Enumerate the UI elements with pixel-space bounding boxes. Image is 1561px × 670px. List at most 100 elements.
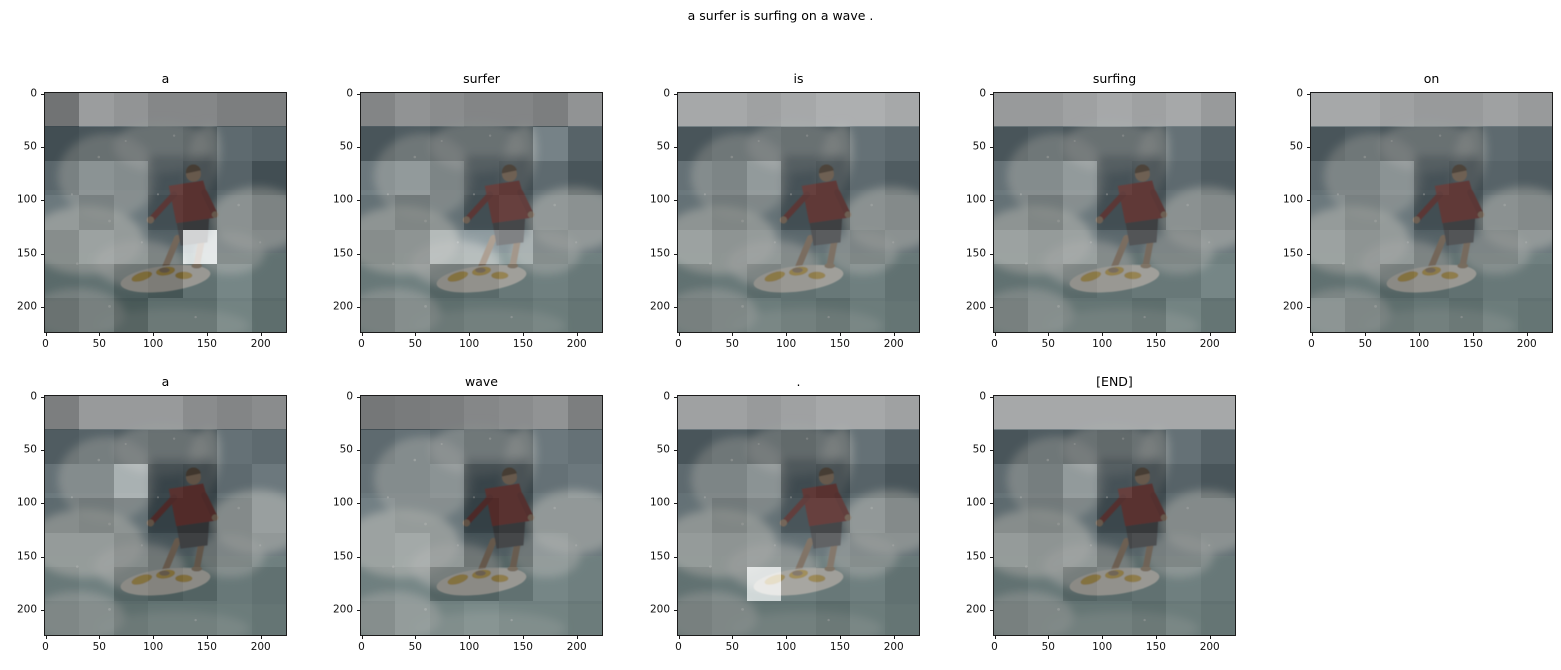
attention-cell <box>45 498 80 533</box>
x-axis-tick-label: 100 <box>459 641 480 653</box>
attention-cell <box>45 532 80 567</box>
attention-cell <box>533 464 568 499</box>
attention-cell <box>1028 566 1063 601</box>
y-axis-tick <box>41 93 45 95</box>
y-axis-tick <box>674 253 678 255</box>
y-axis-tick-label: 100 <box>965 496 986 509</box>
attention-cell <box>361 127 396 162</box>
attention-cell <box>678 430 713 465</box>
attention-cell <box>79 396 114 431</box>
attention-cell <box>148 566 183 601</box>
y-axis-tick-label: 100 <box>965 193 986 206</box>
attention-cell <box>994 566 1029 601</box>
attention-cell <box>251 532 286 567</box>
x-axis-tick-label: 100 <box>1409 338 1430 350</box>
attention-cell <box>1131 532 1167 567</box>
attention-cell <box>1448 127 1484 162</box>
attention-cell <box>429 396 465 431</box>
y-axis-tick-label: 150 <box>965 247 986 260</box>
attention-cell <box>567 161 602 196</box>
attention-cell <box>712 93 747 128</box>
attention-cell <box>113 396 149 431</box>
x-axis-tick-label: 150 <box>829 641 850 653</box>
attention-cell <box>1517 195 1552 230</box>
attention-cell <box>251 93 286 128</box>
attention-cell <box>781 532 816 567</box>
y-axis-tick <box>990 93 994 95</box>
y-axis-tick <box>357 306 361 308</box>
attention-cell <box>567 263 602 298</box>
y-axis-tick <box>990 306 994 308</box>
attention-cell <box>1028 195 1063 230</box>
attention-cell <box>361 297 396 332</box>
x-axis-tick <box>1209 635 1211 639</box>
attention-cell <box>1345 161 1380 196</box>
x-axis-tick <box>1102 332 1104 336</box>
attention-cell <box>1097 566 1132 601</box>
subplot-title: a <box>161 71 170 86</box>
attention-cell <box>148 297 183 332</box>
attention-cell <box>994 297 1029 332</box>
attention-cell <box>1028 430 1063 465</box>
y-axis-tick <box>357 146 361 148</box>
y-axis-tick <box>990 503 994 505</box>
attention-cell <box>113 229 149 264</box>
attention-cell <box>850 297 885 332</box>
attention-cell <box>678 195 713 230</box>
subplot-0: a 0 50 100 150 200 0 50 100 150 200 <box>17 72 287 350</box>
attention-cell <box>1517 93 1552 128</box>
attention-cell <box>746 93 782 128</box>
attention-cell <box>746 195 782 230</box>
attention-cell <box>182 195 218 230</box>
x-axis-tick-label: 200 <box>1199 338 1220 350</box>
y-axis-tick <box>41 503 45 505</box>
attention-cell <box>464 93 499 128</box>
attention-cell <box>884 396 919 431</box>
attention-cell <box>567 498 602 533</box>
attention-cell <box>1166 532 1201 567</box>
attention-cell <box>815 600 851 635</box>
x-axis-tick-label: 50 <box>1041 338 1055 350</box>
attention-cell <box>1200 297 1235 332</box>
attention-cell <box>1166 195 1201 230</box>
attention-cell <box>113 195 149 230</box>
attention-cell <box>712 396 747 431</box>
attention-cell <box>712 263 747 298</box>
attention-cell <box>533 195 568 230</box>
attention-cell <box>1311 127 1346 162</box>
attention-cell <box>712 127 747 162</box>
attention-cell <box>567 127 602 162</box>
x-axis-tick-label: 0 <box>42 641 49 653</box>
attention-cell <box>429 263 465 298</box>
attention-cell <box>746 532 782 567</box>
attention-cell <box>113 566 149 601</box>
attention-cell <box>884 532 919 567</box>
y-axis-tick <box>41 449 45 451</box>
attention-cell <box>815 464 851 499</box>
attention-cell <box>884 498 919 533</box>
attention-cell <box>148 229 183 264</box>
attention-cell <box>361 263 396 298</box>
subplot-title: is <box>793 71 804 86</box>
attention-cell <box>1345 195 1380 230</box>
attention-cell <box>251 127 286 162</box>
x-axis-tick <box>1209 332 1211 336</box>
attention-cell <box>148 127 183 162</box>
x-axis-tick-label: 150 <box>512 338 533 350</box>
attention-cell <box>781 297 816 332</box>
attention-cell <box>533 297 568 332</box>
attention-cell <box>1131 464 1167 499</box>
attention-cell <box>815 498 851 533</box>
attention-cell <box>1448 229 1484 264</box>
attention-cell <box>148 263 183 298</box>
x-axis-tick <box>469 332 471 336</box>
attention-cell <box>567 600 602 635</box>
y-axis-tick <box>674 609 678 611</box>
attention-overlay <box>45 93 286 332</box>
attention-cell <box>1517 263 1552 298</box>
attention-cell <box>533 93 568 128</box>
attention-cell <box>746 263 782 298</box>
attention-cell <box>251 195 286 230</box>
x-axis-tick-label: 100 <box>1092 641 1113 653</box>
